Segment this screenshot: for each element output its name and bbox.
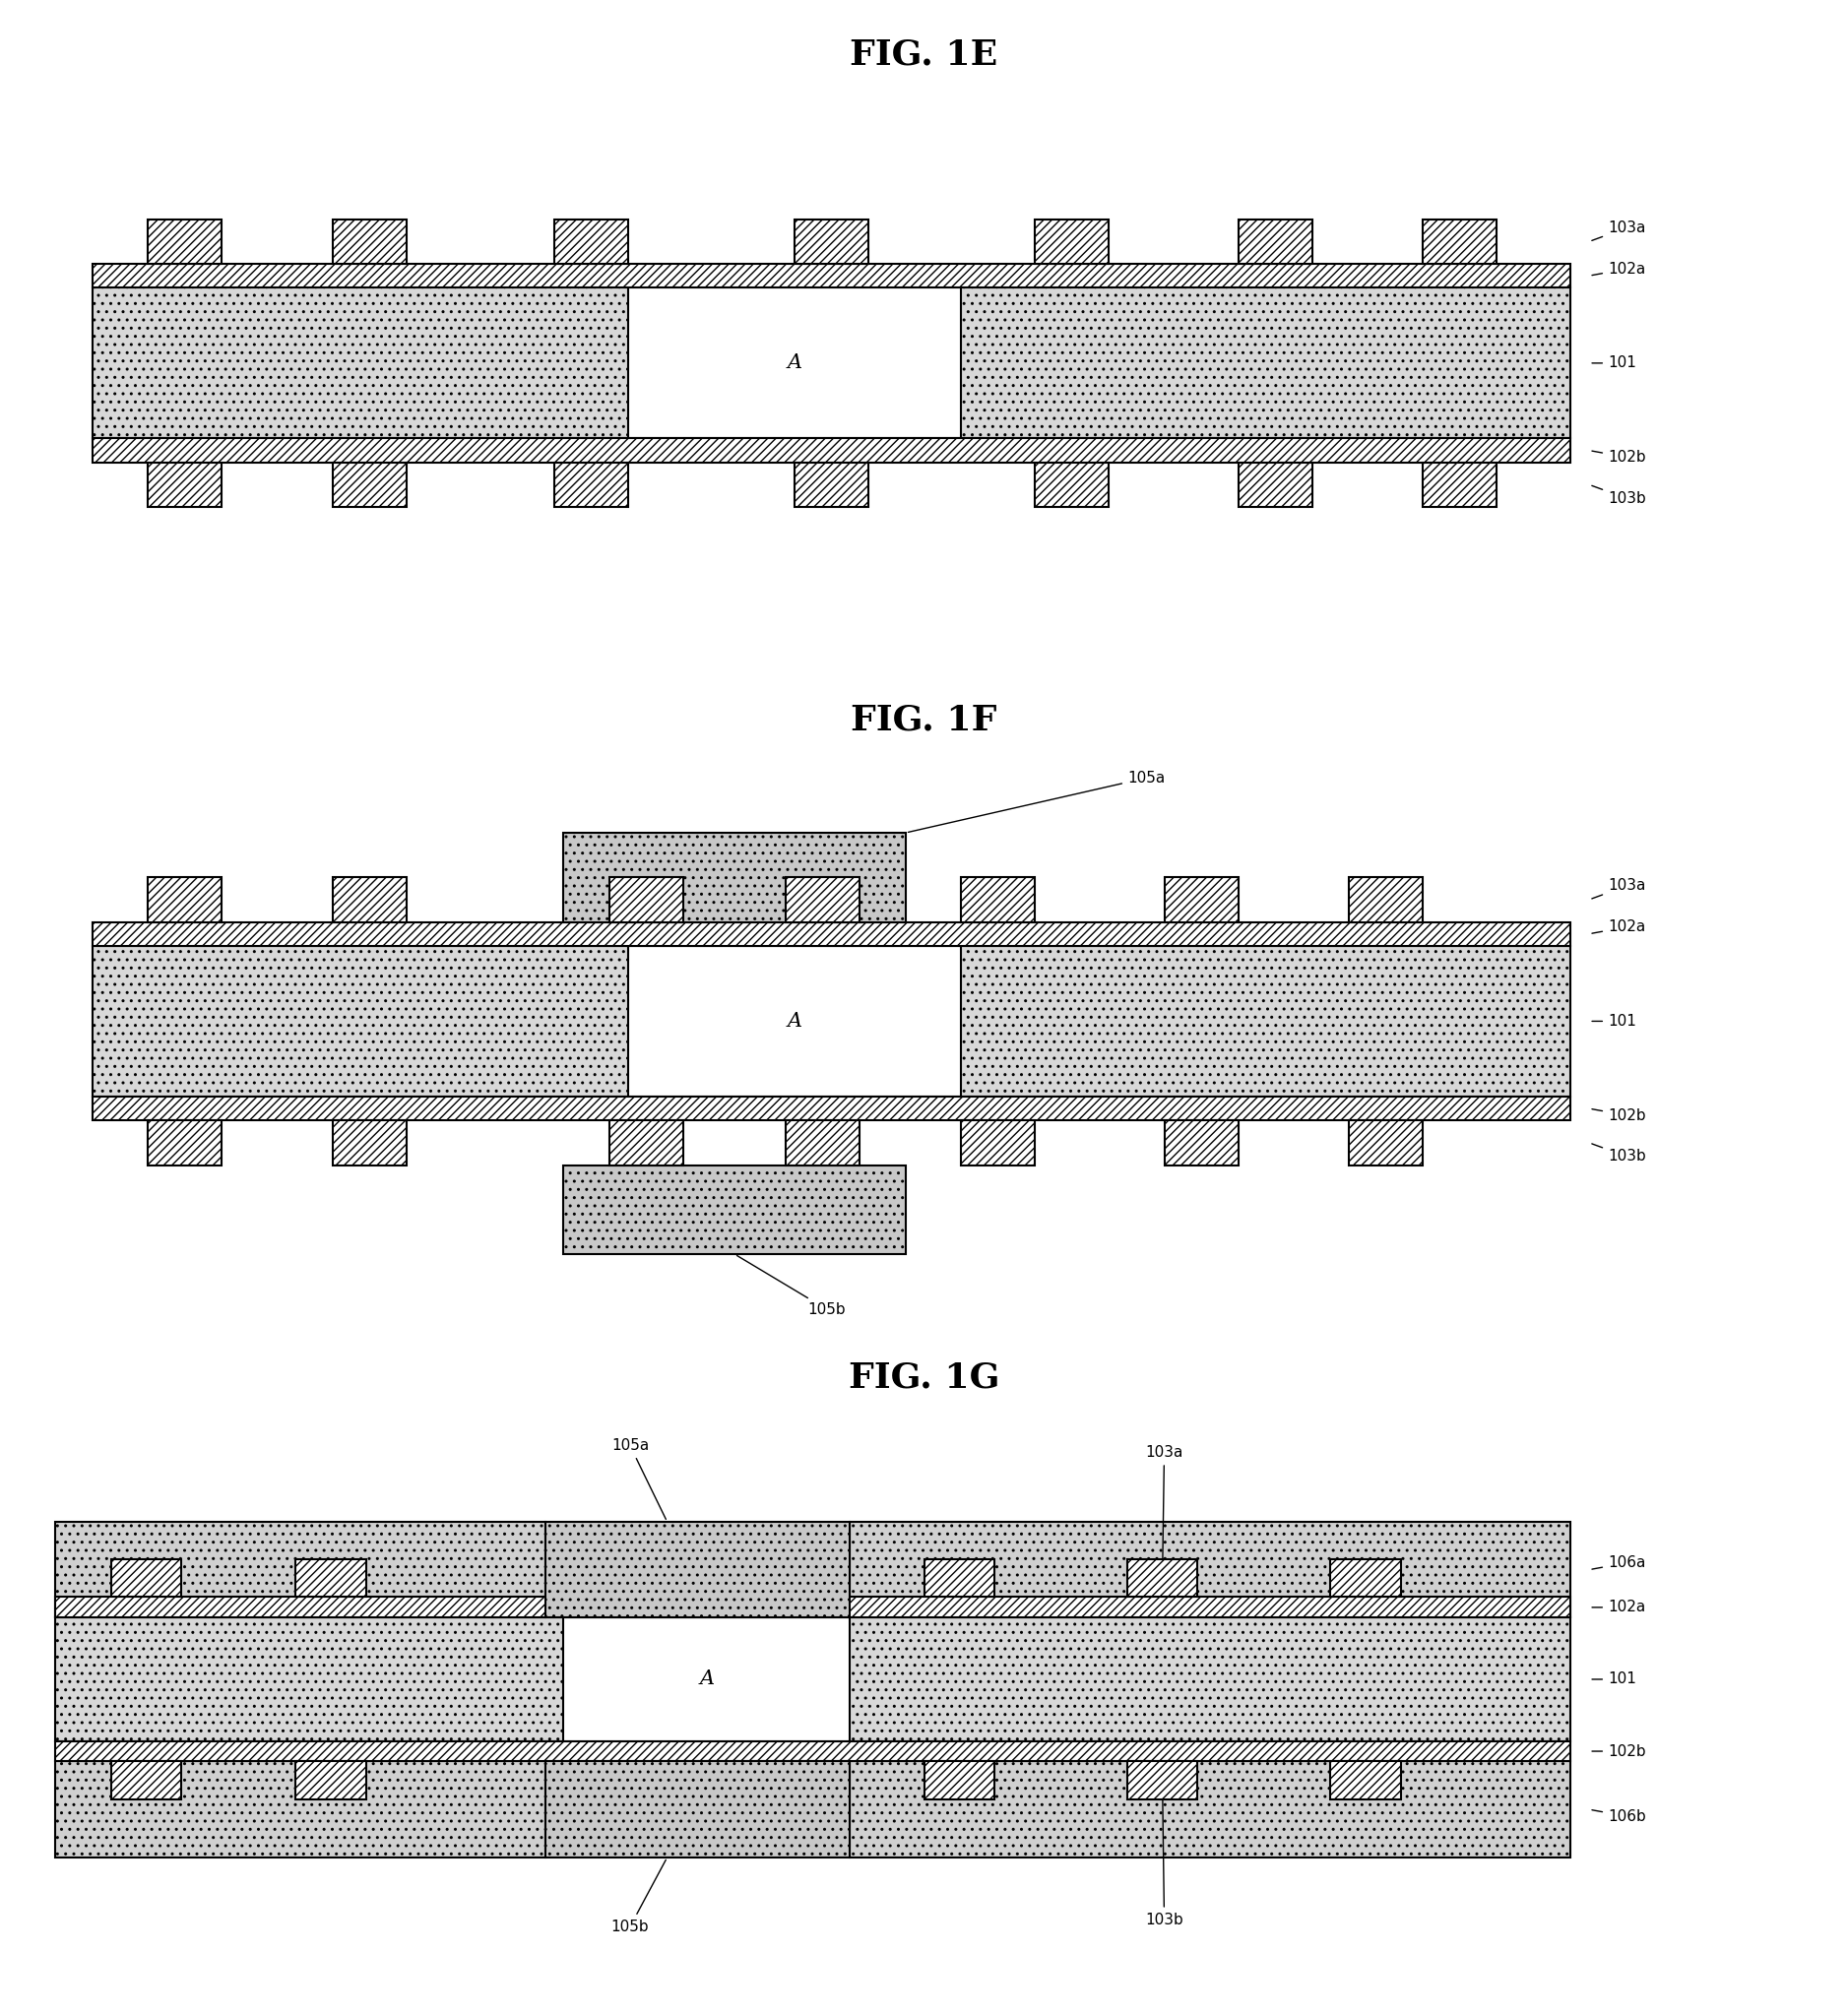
Bar [564,1165,906,1253]
Text: 102b: 102b [1591,1108,1647,1122]
Bar [111,1761,181,1799]
Bar [55,1521,545,1618]
Text: 103a: 103a [1591,879,1645,899]
Bar [1238,220,1312,264]
Bar [850,1761,1571,1858]
Bar [148,1120,222,1165]
Text: 103a: 103a [1146,1445,1183,1576]
Text: FIG. 1F: FIG. 1F [850,703,998,737]
Bar [92,923,1571,945]
Text: 105b: 105b [737,1255,846,1318]
Text: 102a: 102a [1591,262,1645,276]
Bar [924,1761,994,1799]
Bar [564,832,906,923]
Text: 102a: 102a [1591,1600,1645,1614]
Bar [1127,1560,1198,1598]
Bar [1423,463,1497,508]
Bar [785,877,859,923]
Bar [850,1521,1571,1618]
Bar [55,1618,1571,1741]
Text: 105a: 105a [612,1439,665,1519]
Text: 103a: 103a [1591,220,1645,240]
Text: 106b: 106b [1591,1809,1647,1824]
Bar [333,877,407,923]
Bar [1164,1120,1238,1165]
Bar [55,1741,1571,1761]
Bar [564,1618,850,1741]
Bar [1349,1120,1423,1165]
Bar [610,877,684,923]
Bar [610,1120,684,1165]
Bar [333,1120,407,1165]
Bar [961,1120,1035,1165]
Bar [545,1521,850,1618]
Text: 106a: 106a [1591,1556,1645,1570]
Bar [795,220,869,264]
Text: A: A [787,355,802,373]
Bar [554,220,628,264]
Bar [296,1560,366,1598]
Bar [296,1761,366,1799]
Bar [333,220,407,264]
Bar [148,877,222,923]
Bar [961,877,1035,923]
Bar [148,220,222,264]
Text: 103b: 103b [1591,486,1647,506]
Bar [924,1560,994,1598]
Text: 103b: 103b [1146,1783,1183,1926]
Bar [1423,220,1497,264]
Bar [1331,1560,1401,1598]
Bar [92,264,1571,288]
Bar [545,1761,850,1858]
Text: 102a: 102a [1591,919,1645,935]
Text: FIG. 1E: FIG. 1E [850,38,998,73]
Bar [1349,877,1423,923]
Bar [628,288,961,439]
Text: 103b: 103b [1591,1145,1647,1165]
Bar [55,1598,1571,1618]
Bar [333,463,407,508]
Bar [92,945,1571,1096]
Text: 105b: 105b [612,1860,665,1934]
Bar [92,288,1571,439]
Bar [111,1560,181,1598]
Text: FIG. 1G: FIG. 1G [848,1360,1000,1394]
Bar [148,463,222,508]
Bar [55,1761,545,1858]
Bar [1035,220,1109,264]
Bar [1127,1761,1198,1799]
Text: 101: 101 [1591,357,1635,371]
Bar [92,1096,1571,1120]
Text: A: A [699,1670,715,1689]
Text: 102b: 102b [1591,449,1647,465]
Bar [1331,1761,1401,1799]
Text: 101: 101 [1591,1672,1635,1687]
Bar [795,463,869,508]
Bar [554,463,628,508]
Bar [785,1120,859,1165]
Text: 101: 101 [1591,1014,1635,1028]
Bar [628,945,961,1096]
Text: 102b: 102b [1591,1743,1647,1759]
Bar [1164,877,1238,923]
Bar [1238,463,1312,508]
Text: 105a: 105a [907,770,1164,832]
Text: A: A [787,1012,802,1030]
Bar [1035,463,1109,508]
Bar [92,439,1571,463]
